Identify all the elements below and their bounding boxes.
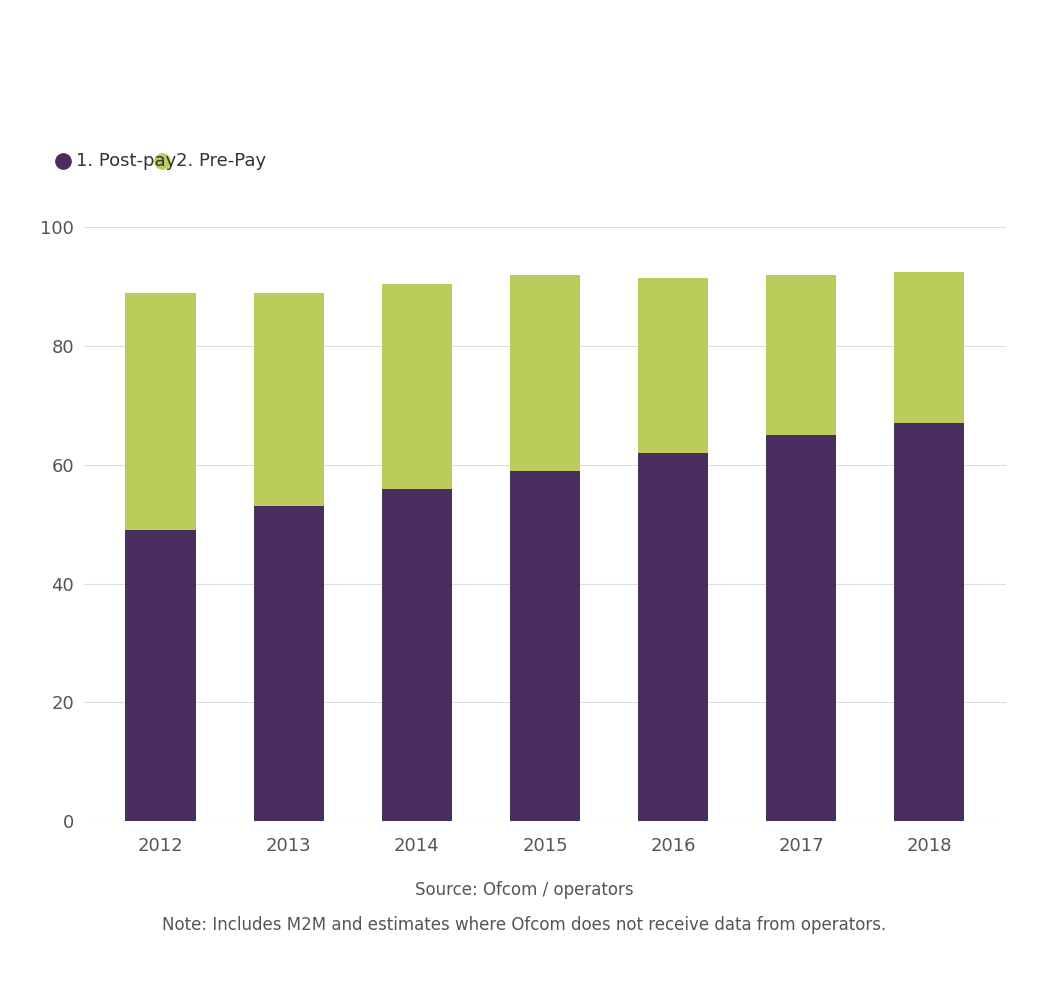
Bar — [126, 530, 196, 821]
Text: 2. Pre-Pay: 2. Pre-Pay — [176, 151, 265, 170]
Bar — [381, 284, 452, 489]
Bar — [381, 489, 452, 821]
Bar — [509, 275, 581, 471]
Bar — [509, 471, 581, 821]
Text: 1. Post-pay: 1. Post-pay — [77, 151, 176, 170]
Text: Note: Includes M2M and estimates where Ofcom does not receive data from operator: Note: Includes M2M and estimates where O… — [161, 916, 887, 934]
Text: Mobile subscriptions, by subscription type (millions): Mobile subscriptions, by subscription ty… — [13, 92, 633, 113]
Bar — [126, 293, 196, 530]
Bar — [638, 453, 708, 821]
Bar — [254, 506, 324, 821]
Bar — [766, 275, 836, 435]
Bar — [894, 423, 964, 821]
Bar — [894, 272, 964, 423]
Bar — [254, 293, 324, 506]
Bar — [638, 278, 708, 453]
Text: Source: Ofcom / operators: Source: Ofcom / operators — [415, 881, 633, 899]
Bar — [766, 435, 836, 821]
